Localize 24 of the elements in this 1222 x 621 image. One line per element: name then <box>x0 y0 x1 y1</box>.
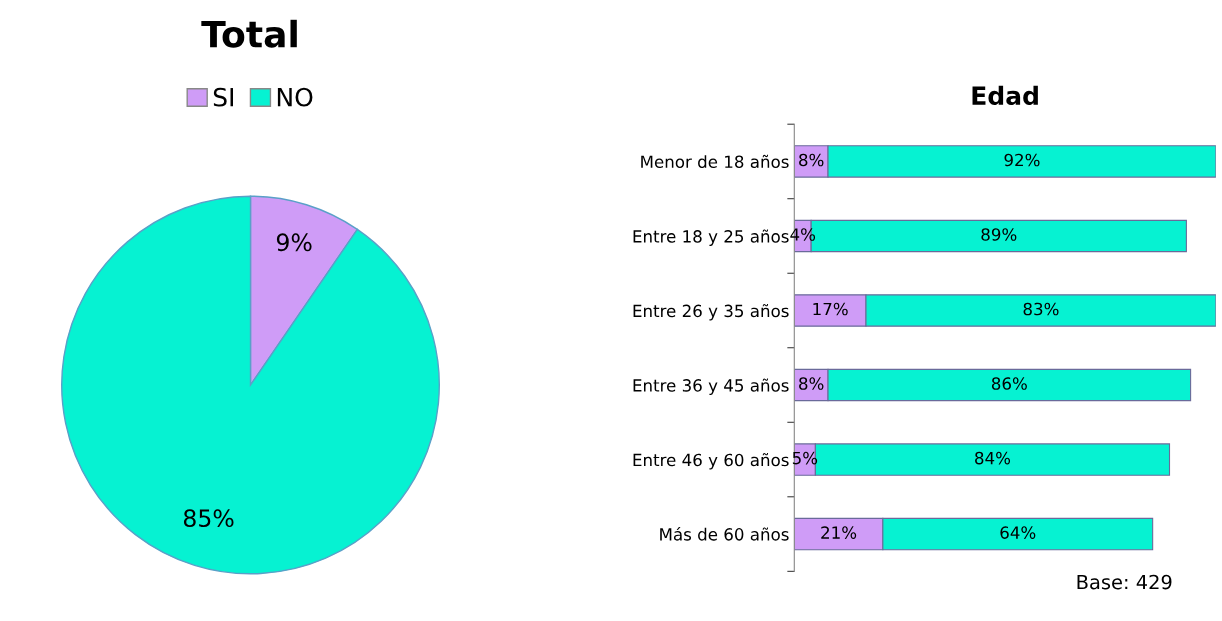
data-label: 21% <box>821 526 857 539</box>
pie-slice <box>61 195 440 575</box>
chart-title: Edad <box>972 85 1038 106</box>
data-label: 83% <box>1023 302 1059 316</box>
data-label: 8% <box>799 153 824 167</box>
data-label: 64% <box>1000 526 1036 539</box>
chart-title: Total <box>201 19 297 48</box>
data-label: 92% <box>1004 153 1040 167</box>
data-label: 17% <box>813 302 848 316</box>
data-label: 8% <box>799 377 824 390</box>
y-tick-label: Más de 60 años <box>660 527 789 541</box>
y-tick-label: Entre 46 y 60 años <box>633 453 789 470</box>
data-label: 84% <box>975 451 1011 465</box>
y-tick-label: Menor de 18 años <box>641 154 789 169</box>
text: Base: 429 <box>1077 574 1172 590</box>
data-label: 85% <box>183 509 234 528</box>
legend-label: NO <box>277 87 313 107</box>
data-label: 89% <box>981 228 1017 241</box>
y-tick-label: Entre 18 y 25 años <box>633 229 789 246</box>
data-label: 9% <box>276 233 312 252</box>
legend-label: SI <box>213 87 233 107</box>
y-tick-label: Entre 26 y 35 años <box>633 304 789 321</box>
data-label: 86% <box>991 377 1027 390</box>
y-tick-label: Entre 36 y 45 años <box>633 378 789 395</box>
